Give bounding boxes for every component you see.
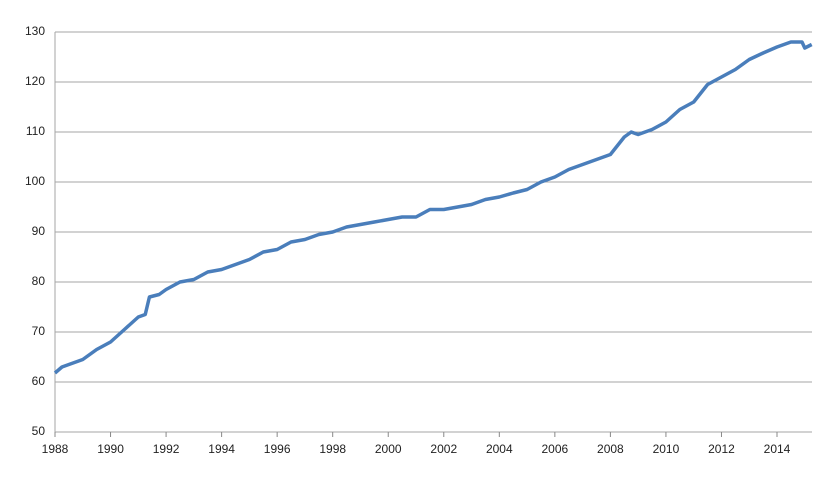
x-tick-label: 2002 (430, 442, 457, 456)
x-tick-label: 2010 (653, 442, 680, 456)
x-tick-label: 1996 (264, 442, 291, 456)
y-tick-label: 110 (26, 124, 45, 138)
y-tick-label: 100 (25, 174, 45, 188)
y-tick-label: 90 (32, 224, 46, 238)
x-tick-label: 1992 (153, 442, 180, 456)
y-tick-label: 130 (25, 24, 45, 38)
y-tick-label: 80 (32, 274, 46, 288)
y-tick-label: 70 (32, 324, 46, 338)
data-line (53, 40, 813, 375)
x-tick-label: 2012 (708, 442, 735, 456)
y-tick-label: 50 (32, 424, 46, 438)
x-tick-label: 2008 (597, 442, 624, 456)
x-tick-label: 2014 (764, 442, 791, 456)
x-tick-label: 2000 (375, 442, 402, 456)
x-tick-label: 1998 (319, 442, 346, 456)
x-tick-label: 1994 (208, 442, 235, 456)
y-tick-label: 120 (25, 74, 45, 88)
x-tick-label: 2004 (486, 442, 513, 456)
x-tick-label: 1990 (97, 442, 124, 456)
y-tick-label: 60 (32, 374, 46, 388)
x-tick-label: 1988 (42, 442, 69, 456)
x-tick-label: 2006 (542, 442, 569, 456)
